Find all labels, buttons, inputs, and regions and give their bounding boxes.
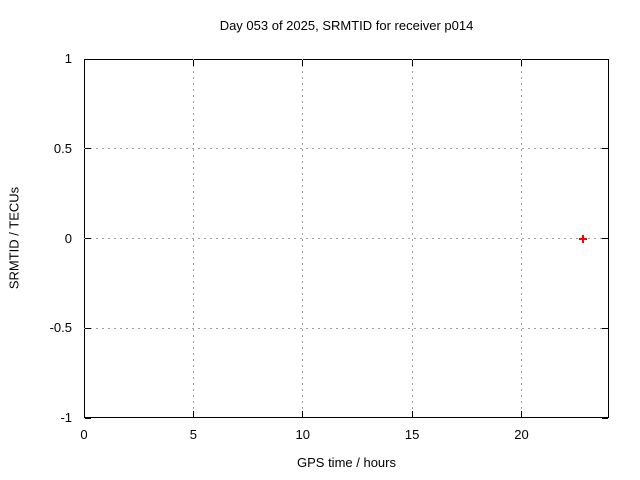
y-tick-label: 0.5 [53, 140, 72, 156]
y-tick [85, 238, 91, 239]
y-tick-label: 0 [64, 230, 72, 246]
x-tick [192, 60, 194, 66]
y-tick [602, 58, 608, 60]
y-gridline [84, 148, 609, 150]
x-tick-label: 20 [514, 427, 529, 442]
y-tick [602, 327, 608, 329]
x-tick-label: 5 [189, 427, 197, 442]
y-tick [602, 148, 608, 150]
x-tick-label: 10 [295, 427, 310, 442]
y-tick [85, 327, 91, 329]
x-tick [521, 411, 522, 417]
x-tick-label: 0 [80, 427, 88, 442]
x-tick [83, 60, 85, 66]
y-gridline [84, 238, 609, 239]
y-gridline [84, 327, 609, 329]
y-tick [85, 58, 91, 60]
chart-title: Day 053 of 2025, SRMTID for receiver p01… [219, 18, 474, 33]
y-tick [602, 238, 608, 239]
y-tick [602, 417, 608, 419]
y-tick [85, 148, 91, 150]
y-tick-label: 1 [64, 51, 72, 66]
x-tick [411, 60, 413, 66]
y-tick [85, 417, 91, 419]
x-tick [411, 411, 413, 417]
y-tick-label: -0.5 [49, 320, 72, 336]
x-tick [192, 411, 194, 417]
x-tick [83, 411, 85, 417]
x-tick-label: 15 [404, 427, 420, 442]
x-tick [521, 60, 522, 66]
x-axis-label: GPS time / hours [297, 455, 396, 470]
data-point-marker [581, 234, 584, 243]
x-tick [302, 411, 304, 417]
y-tick-label: -1 [60, 410, 72, 425]
x-tick [302, 60, 304, 66]
